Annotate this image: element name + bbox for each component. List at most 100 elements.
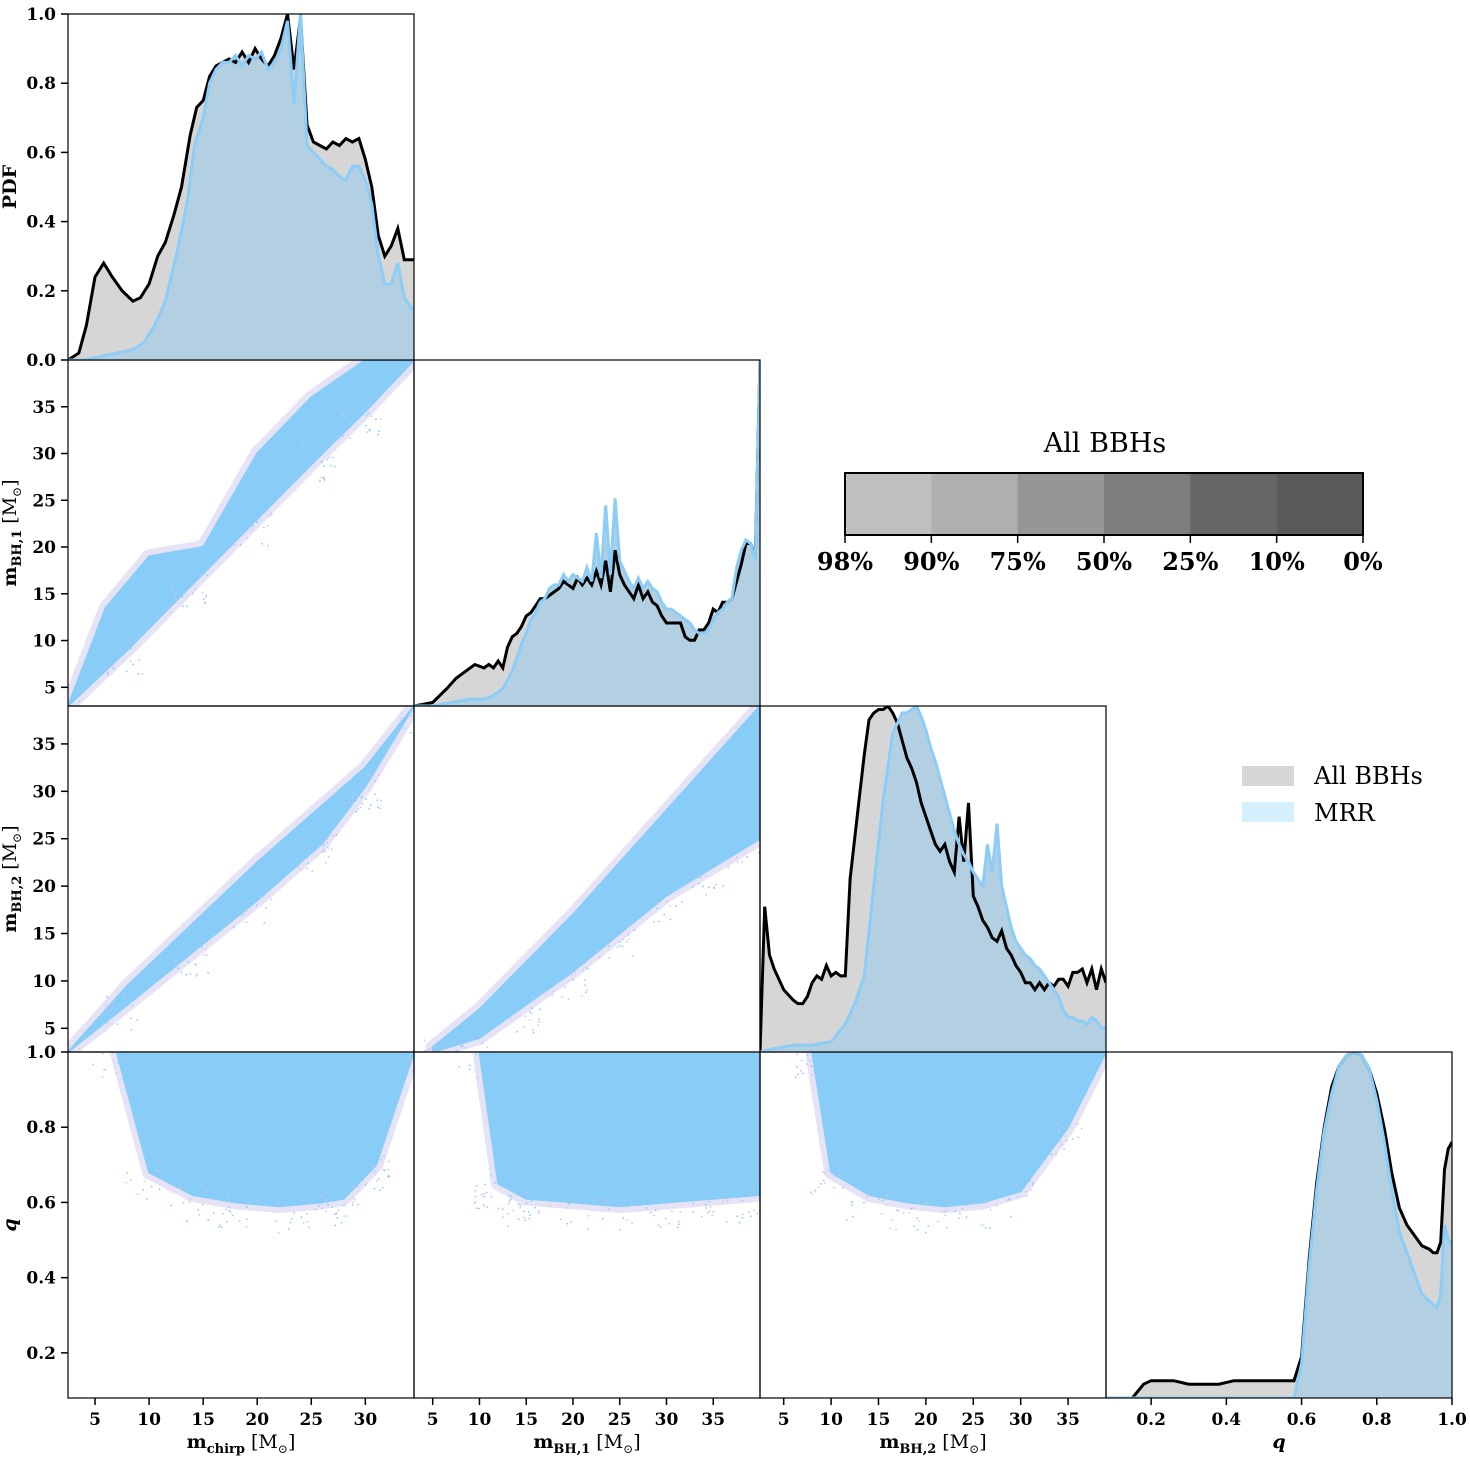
scatter-point: [125, 1181, 128, 1184]
panel-frame: [759, 705, 1107, 1053]
scatter-point: [193, 941, 196, 944]
y-tick-label: 5: [44, 1019, 56, 1039]
scatter-point: [369, 428, 371, 431]
scatter-point: [991, 1191, 994, 1193]
scatter-point: [494, 1182, 496, 1184]
scatter-point: [519, 1204, 522, 1207]
scatter-point: [120, 637, 122, 640]
scatter-point: [270, 898, 273, 901]
scatter-point: [341, 413, 343, 416]
scatter-point: [344, 416, 347, 419]
y-axis-label: q: [0, 1218, 21, 1231]
scatter-point: [174, 591, 177, 594]
scatter-point: [408, 1060, 410, 1062]
scatter-point: [321, 851, 324, 854]
scatter-point: [231, 1214, 234, 1217]
scatter-panel-mbh2-q: [759, 1051, 1114, 1399]
legend-swatch-mrr: [1242, 802, 1294, 822]
scatter-point: [341, 435, 344, 437]
scatter-point: [1081, 1074, 1084, 1076]
scatter-point: [423, 1039, 426, 1042]
scatter-point: [475, 1185, 478, 1187]
scatter-point: [574, 972, 576, 974]
y-tick-label: 0.6: [26, 143, 56, 163]
scatter-point: [379, 1158, 382, 1161]
scatter-point: [678, 1220, 680, 1223]
scatter-point: [570, 1221, 572, 1223]
scatter-point: [114, 657, 116, 659]
scatter-point: [361, 803, 364, 805]
scatter-point: [355, 799, 357, 802]
scatter-point: [753, 1184, 756, 1187]
scatter-point: [738, 1221, 741, 1224]
y-tick-label: 20: [32, 538, 56, 558]
scatter-point: [1112, 1061, 1114, 1063]
scatter-point: [293, 1211, 295, 1214]
scatter-point: [658, 920, 660, 923]
scatter-point: [192, 948, 195, 951]
pdf-panel-q: [1105, 1051, 1453, 1399]
scatter-point: [571, 974, 573, 976]
scatter-point: [526, 1192, 529, 1194]
y-tick-label: 20: [32, 877, 56, 897]
scatter-point: [844, 1183, 846, 1186]
scatter-point: [337, 1209, 340, 1211]
scatter-point: [866, 1193, 869, 1196]
scatter-point: [226, 1196, 229, 1199]
scatter-point: [474, 1201, 477, 1203]
scatter-point: [299, 467, 301, 470]
scatter-point: [306, 867, 309, 870]
scatter-point: [667, 889, 670, 892]
x-axis-label: q: [1272, 1431, 1285, 1453]
scatter-point: [101, 1075, 104, 1078]
scatter-point: [130, 647, 133, 649]
scatter-point: [49, 712, 51, 714]
scatter-point: [552, 970, 555, 973]
scatter-point: [619, 1229, 621, 1231]
scatter-point: [551, 967, 554, 970]
scatter-point: [713, 887, 716, 889]
scatter-point: [689, 881, 691, 883]
scatter-point: [195, 588, 197, 590]
scatter-panel-mchirp-mbh2: [67, 697, 428, 1053]
scatter-point: [818, 1057, 821, 1060]
scatter-point: [446, 1041, 449, 1044]
scatter-point: [1055, 1153, 1057, 1155]
scatter-point: [836, 1170, 839, 1172]
y-axis-q: 0.2 0.4 0.6 0.8 1.0 q: [0, 1043, 68, 1364]
scatter-point: [796, 1053, 798, 1056]
scatter-point: [406, 1045, 408, 1047]
scatter-point: [222, 1212, 225, 1215]
scatter-panel-mbh1-mbh2: [413, 705, 761, 1053]
scatter-point: [411, 362, 413, 365]
scatter-point: [736, 861, 739, 864]
scatter-point: [565, 958, 567, 961]
scatter-point: [648, 908, 650, 911]
scatter-point: [205, 594, 208, 597]
scatter-point: [929, 1197, 932, 1199]
scatter-point: [102, 666, 105, 669]
scatter-point: [984, 1227, 987, 1229]
scatter-point: [486, 1206, 489, 1209]
scatter-point: [201, 591, 204, 594]
scatter-point: [265, 907, 267, 909]
scatter-point: [529, 1011, 531, 1013]
scatter-point: [917, 1220, 920, 1222]
scatter-point: [627, 933, 630, 936]
scatter-point: [177, 967, 180, 969]
scatter-point: [368, 429, 371, 432]
scatter-point: [747, 1211, 750, 1213]
scatter-point: [335, 1196, 338, 1198]
scatter-point: [765, 1220, 767, 1222]
scatter-point: [736, 856, 738, 859]
scatter-point: [343, 802, 346, 805]
scatter-point: [619, 941, 621, 943]
scatter-point: [426, 729, 428, 731]
scatter-point: [513, 1012, 516, 1014]
scatter-point: [538, 1210, 540, 1213]
scatter-point: [416, 1067, 418, 1069]
scatter-point: [390, 697, 392, 699]
scatter-point: [249, 509, 251, 511]
scatter-point: [597, 1202, 599, 1204]
scatter-point: [463, 1028, 465, 1031]
